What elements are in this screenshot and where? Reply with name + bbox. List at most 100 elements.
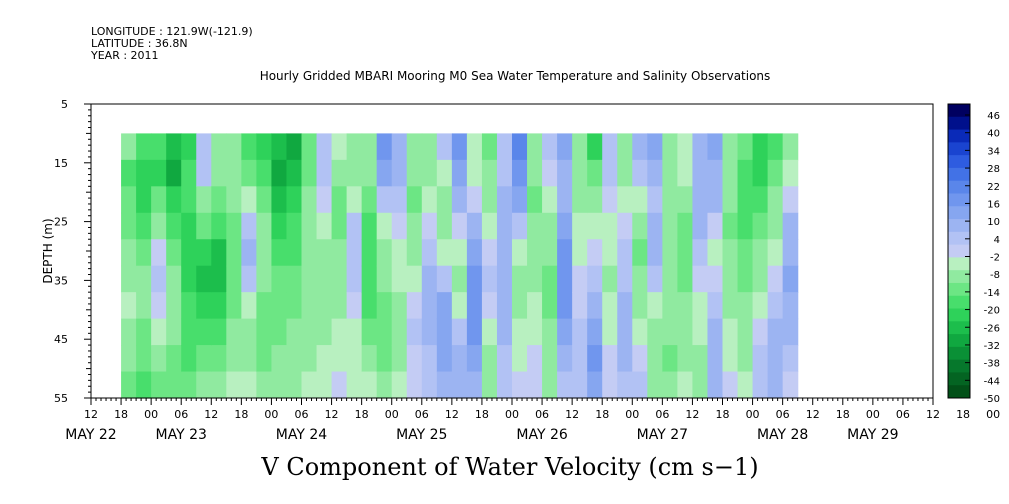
heatmap-cell [136, 159, 152, 187]
heatmap-cell [421, 345, 438, 373]
colorbar-frame [947, 103, 971, 399]
heatmap-cell [677, 265, 694, 293]
heatmap-cell [271, 186, 288, 214]
heatmap-cell [346, 133, 363, 161]
x-hour-label: 18 [234, 408, 248, 421]
heatmap-cell [572, 318, 588, 346]
heatmap-cell [692, 265, 709, 293]
heatmap-cell [692, 318, 709, 346]
colorbar-label: 4 [994, 235, 1000, 246]
latitude-label: LATITUDE : 36.8N [91, 37, 188, 50]
colorbar-swatch [948, 193, 970, 207]
heatmap-cell [632, 265, 648, 293]
heatmap-cell [346, 318, 363, 346]
heatmap-cell [527, 239, 543, 267]
heatmap-cell [587, 318, 603, 346]
heatmap-cell [121, 265, 137, 293]
heatmap-cell [181, 292, 197, 320]
heatmap-cell [587, 292, 603, 320]
heatmap-cell [406, 212, 423, 240]
heatmap-cell [271, 292, 288, 320]
y-tick-label: 5 [61, 98, 68, 111]
colorbar-label: 40 [987, 129, 1000, 140]
colorbar-swatch [948, 282, 970, 297]
heatmap-cell [166, 292, 182, 320]
heatmap-cell [617, 159, 633, 187]
heatmap-cell [587, 265, 603, 293]
heatmap-cell [602, 345, 618, 373]
heatmap-cell [301, 212, 318, 240]
chart-title: Hourly Gridded MBARI Mooring M0 Sea Wate… [259, 69, 771, 83]
heatmap-cell [151, 265, 167, 293]
heatmap-cell [527, 345, 543, 373]
colorbar-swatch [948, 295, 970, 310]
x-day-label: MAY 27 [637, 427, 688, 443]
x-hour-label: 00 [264, 408, 278, 421]
heatmap-cell [121, 345, 137, 373]
heatmap-cell [451, 292, 468, 320]
heatmap-cell [572, 212, 588, 240]
colorbar-swatch [948, 167, 970, 182]
x-hour-label: 06 [776, 408, 790, 421]
heatmap-cell [782, 292, 799, 320]
heatmap-cell [587, 133, 603, 161]
heatmap-cell [481, 292, 498, 320]
heatmap-cell [707, 159, 724, 187]
y-axis-label: DEPTH (m) [41, 218, 55, 283]
heatmap-cell [436, 318, 453, 346]
heatmap-cell [752, 265, 769, 293]
heatmap-cell [241, 371, 257, 399]
heatmap-cell [662, 133, 678, 161]
heatmap-cell [557, 239, 573, 267]
x-hour-label: 12 [204, 408, 218, 421]
heatmap-cell [647, 159, 663, 187]
heatmap-cell [692, 159, 709, 187]
heatmap-cell [632, 133, 648, 161]
x-axis: 12 18 00 06 12 18 00 06 12 18 00 06 12 18 00 06 12 18 00 06… [65, 398, 1000, 443]
heatmap-cell [316, 212, 333, 240]
y-tick-label: 15 [54, 157, 68, 170]
x-hour-label: 12 [84, 408, 98, 421]
heatmap-cell [572, 292, 588, 320]
heatmap-cell [136, 239, 152, 267]
x-day-label: MAY 23 [156, 427, 207, 443]
heatmap-cell [391, 318, 408, 346]
heatmap-cell [421, 159, 438, 187]
heatmap-cell [466, 212, 483, 240]
heatmap-cell [391, 239, 408, 267]
heatmap-cell [316, 345, 333, 373]
x-day-label: MAY 22 [65, 427, 116, 443]
x-hour-label: 00 [986, 408, 1000, 421]
y-axis: 5 15 25 35 45 55 [54, 98, 91, 405]
heatmap-cell [602, 371, 618, 399]
heatmap-cell [602, 159, 618, 187]
heatmap-cell [737, 133, 754, 161]
heatmap-cell [662, 345, 678, 373]
colorbar-label: -26 [984, 323, 1000, 334]
heatmap-cell [481, 212, 498, 240]
heatmap-cell [737, 292, 754, 320]
heatmap-cell [376, 318, 393, 346]
heatmap-cell [707, 239, 724, 267]
heatmap-cell [662, 159, 678, 187]
colorbar: 46 40 34 28 22 16 10 4 -2 -8 -14 -20 -26 -32 -38 -44 -50 [947, 103, 1000, 405]
heatmap-cell [346, 345, 363, 373]
heatmap-cell [512, 345, 528, 373]
heatmap-cell [361, 318, 378, 346]
heatmap-cell [527, 186, 543, 214]
heatmap-cell [136, 212, 152, 240]
heatmap-cell [782, 265, 799, 293]
heatmap-cell [542, 239, 558, 267]
heatmap-cell [196, 212, 212, 240]
heatmap-cell [782, 371, 799, 399]
heatmap-cell [181, 265, 197, 293]
heatmap-cell [572, 265, 588, 293]
heatmap-cell [211, 239, 227, 267]
heatmap-cell [481, 265, 498, 293]
heatmap-cell [496, 318, 513, 346]
heatmap-cell [166, 186, 182, 214]
heatmap-cell [406, 371, 423, 399]
heatmap-cell [331, 345, 348, 373]
heatmap-cell [557, 159, 573, 187]
heatmap-cell [722, 292, 739, 320]
